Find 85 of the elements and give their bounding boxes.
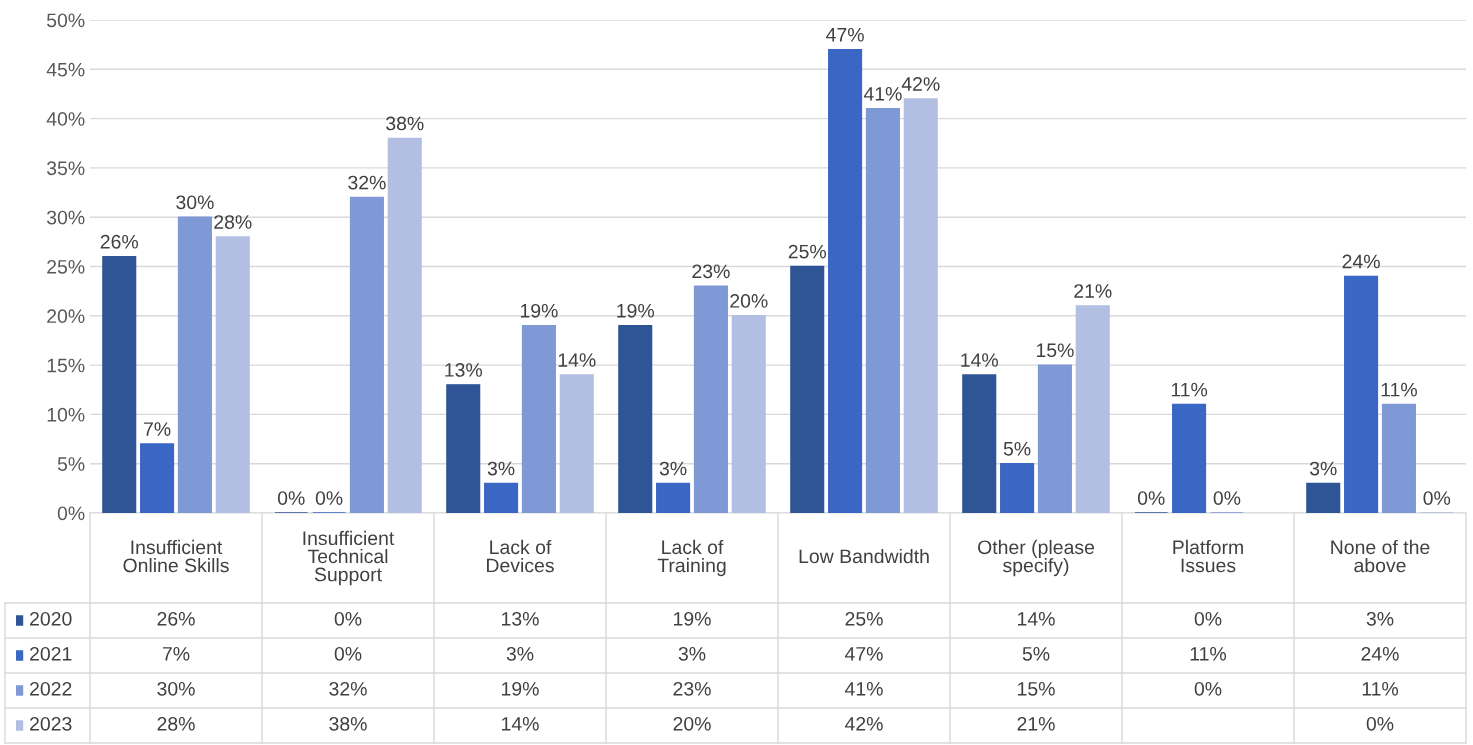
text: 3% — [659, 461, 687, 476]
y-tick-label: 50% — [47, 13, 85, 28]
text: 15% — [1036, 343, 1074, 358]
text: 41% — [863, 87, 902, 101]
x-tick-label: Platform Issues — [1173, 539, 1243, 573]
data-label: 32% — [329, 681, 367, 696]
data-label: 23% — [673, 681, 711, 696]
x-tick-label: Lack of Training — [657, 539, 726, 577]
y-tick-label: 45% — [46, 62, 85, 77]
data-label: 0% — [1194, 681, 1222, 696]
y-tick-label: 0% — [57, 506, 85, 521]
data-label: 3% — [506, 646, 534, 661]
y-tick-label: 5% — [57, 457, 85, 471]
data-label: 0% — [1194, 611, 1222, 626]
data-label: 15% — [1018, 682, 1055, 696]
text: 21% — [1074, 284, 1112, 298]
x-tick-label: Insufficient Technical Support — [303, 530, 395, 586]
legend-label: 2021 — [30, 646, 72, 661]
text: 25% — [788, 244, 827, 259]
y-tick-label: 15% — [47, 358, 85, 373]
text: 42% — [901, 77, 940, 91]
data-label: 3% — [1366, 611, 1394, 626]
text: 11% — [1171, 382, 1208, 397]
text: 0% — [277, 491, 305, 505]
text: 19% — [617, 303, 655, 318]
text: 13% — [445, 363, 483, 377]
data-label: 19% — [502, 681, 539, 696]
data-label: 14% — [502, 717, 539, 731]
text: 19% — [520, 303, 558, 318]
text: 0% — [1213, 491, 1241, 505]
data-label: 3% — [678, 646, 706, 661]
data-label: 24% — [1361, 646, 1399, 661]
y-tick-label: 10% — [47, 407, 85, 422]
text: 0% — [1423, 491, 1451, 505]
text: 0% — [315, 491, 343, 505]
data-label: 30% — [157, 681, 195, 696]
data-label: 7% — [162, 647, 190, 661]
y-tick-label: 35% — [46, 161, 85, 176]
text: 23% — [692, 264, 730, 279]
data-label: 19% — [674, 611, 711, 626]
data-label: 5% — [1022, 647, 1050, 661]
text: 0% — [1137, 491, 1165, 505]
text: 28% — [214, 215, 252, 229]
text: 47% — [826, 27, 864, 42]
data-label: 38% — [329, 716, 367, 731]
text: 38% — [386, 116, 424, 131]
x-tick-label: None of the above — [1331, 539, 1430, 573]
text: 32% — [348, 175, 386, 190]
data-label: 20% — [673, 716, 711, 731]
text: 14% — [558, 353, 596, 367]
data-label: 13% — [502, 611, 539, 626]
text: 3% — [487, 461, 515, 476]
y-tick-label: 20% — [47, 309, 85, 324]
data-label: 41% — [844, 682, 883, 696]
data-label: 11% — [1190, 647, 1227, 661]
x-tick-label: Lack of Devices — [487, 539, 554, 573]
text: 7% — [144, 422, 171, 436]
data-label: 25% — [845, 611, 883, 626]
y-tick-label: 25% — [47, 259, 85, 274]
legend-label: 2022 — [30, 681, 72, 696]
data-label: 42% — [844, 716, 883, 731]
y-tick-label: 30% — [46, 210, 85, 225]
text: 30% — [176, 195, 214, 210]
text: 26% — [100, 234, 139, 249]
data-label: 11% — [1362, 682, 1399, 696]
data-label: 0% — [1366, 716, 1394, 731]
text: 24% — [1342, 254, 1380, 269]
data-label: 0% — [334, 611, 362, 626]
text: 20% — [730, 294, 768, 308]
x-tick-label: Other (please specify) — [978, 539, 1095, 577]
text: 11% — [1381, 382, 1417, 397]
data-label: 0% — [334, 646, 362, 661]
data-label: 26% — [157, 611, 195, 626]
y-tick-label: 40% — [46, 112, 85, 126]
legend-label: 2023 — [30, 716, 72, 731]
data-label: 47% — [844, 647, 883, 661]
x-tick-label: Low Bandwidth — [799, 548, 929, 564]
text: 3% — [1309, 461, 1337, 476]
legend-label: 2020 — [30, 611, 72, 626]
data-label: 21% — [1017, 716, 1055, 731]
x-tick-label: Insufficient Online Skills — [123, 539, 229, 573]
text: 5% — [1003, 442, 1031, 456]
text: 14% — [961, 353, 999, 367]
data-label: 14% — [1018, 612, 1055, 626]
data-label: 28% — [157, 716, 195, 731]
